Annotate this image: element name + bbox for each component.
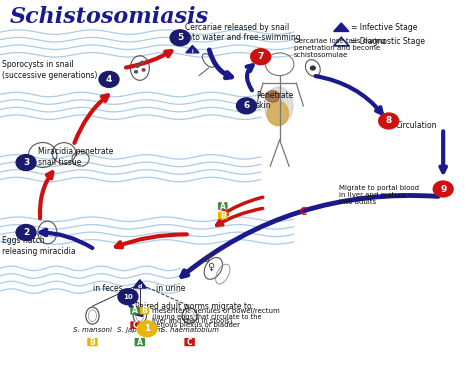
Circle shape xyxy=(16,155,36,170)
Ellipse shape xyxy=(267,101,288,126)
Text: Paired adult worms migrate to:: Paired adult worms migrate to: xyxy=(135,302,254,311)
Text: 7: 7 xyxy=(257,52,264,61)
Text: = Diagnostic Stage: = Diagnostic Stage xyxy=(351,37,425,46)
Circle shape xyxy=(379,113,399,129)
Circle shape xyxy=(118,289,138,305)
Text: A: A xyxy=(132,306,138,315)
Text: 8: 8 xyxy=(385,116,392,125)
Circle shape xyxy=(99,71,119,87)
Text: d: d xyxy=(137,284,142,289)
Text: Migrate to portal blood
in liver and mature
into adults: Migrate to portal blood in liver and mat… xyxy=(339,185,419,205)
Text: 4: 4 xyxy=(106,75,112,84)
Text: ♂: ♂ xyxy=(202,254,210,264)
Text: 9: 9 xyxy=(440,184,447,194)
Circle shape xyxy=(16,225,36,240)
Text: = Infective Stage: = Infective Stage xyxy=(351,23,417,32)
Text: 3: 3 xyxy=(23,158,29,167)
Text: S. japonicum: S. japonicum xyxy=(117,327,163,333)
Circle shape xyxy=(310,66,315,70)
Circle shape xyxy=(142,69,145,71)
Text: B: B xyxy=(220,211,226,220)
Circle shape xyxy=(135,71,137,73)
FancyBboxPatch shape xyxy=(130,321,140,329)
Text: C: C xyxy=(187,338,192,347)
Text: venous plexus of bladder: venous plexus of bladder xyxy=(152,322,240,328)
Text: ♀: ♀ xyxy=(207,262,215,271)
Text: in feces: in feces xyxy=(93,284,123,293)
Polygon shape xyxy=(334,23,349,31)
Circle shape xyxy=(137,321,157,337)
Text: 1: 1 xyxy=(144,324,150,333)
Circle shape xyxy=(237,98,256,114)
Text: 10: 10 xyxy=(123,294,133,300)
Text: Miracidia penetrate
snail tissue: Miracidia penetrate snail tissue xyxy=(38,147,113,167)
Polygon shape xyxy=(133,280,146,288)
Text: Sporocysts in snail
(successive generations): Sporocysts in snail (successive generati… xyxy=(2,60,98,80)
Text: B: B xyxy=(142,306,147,315)
FancyBboxPatch shape xyxy=(140,307,149,314)
Text: (laying eggs that circulate to the: (laying eggs that circulate to the xyxy=(152,313,261,320)
Circle shape xyxy=(251,49,271,65)
Text: C: C xyxy=(132,321,138,330)
FancyBboxPatch shape xyxy=(130,307,140,314)
Text: mesenteric venules of bowel/rectum: mesenteric venules of bowel/rectum xyxy=(152,308,280,314)
Text: A: A xyxy=(137,338,143,347)
Text: 2: 2 xyxy=(23,228,29,237)
Text: S. mansoni: S. mansoni xyxy=(73,327,112,333)
FancyBboxPatch shape xyxy=(184,338,195,346)
Text: i: i xyxy=(191,49,193,54)
Text: Penetrate
skin: Penetrate skin xyxy=(256,91,293,110)
Text: B: B xyxy=(90,338,95,347)
Text: Eggs hatch
releasing miracidia: Eggs hatch releasing miracidia xyxy=(2,236,76,256)
Ellipse shape xyxy=(265,91,280,102)
Text: in urine: in urine xyxy=(156,284,185,293)
Circle shape xyxy=(136,65,139,67)
Text: S. haematobium: S. haematobium xyxy=(161,327,219,333)
Circle shape xyxy=(433,181,453,197)
FancyBboxPatch shape xyxy=(218,212,228,219)
FancyBboxPatch shape xyxy=(87,338,98,346)
Polygon shape xyxy=(186,45,199,53)
Text: Cercariae released by snail
into water and free-swimming: Cercariae released by snail into water a… xyxy=(185,23,301,42)
Ellipse shape xyxy=(264,87,293,125)
Text: liver and shed in stools): liver and shed in stools) xyxy=(152,318,232,324)
Text: Circulation: Circulation xyxy=(396,121,438,130)
Circle shape xyxy=(141,61,144,64)
Text: Schistosomiasis: Schistosomiasis xyxy=(9,6,209,28)
Circle shape xyxy=(170,30,190,46)
Text: A: A xyxy=(220,201,226,211)
Text: C: C xyxy=(300,207,307,217)
Text: 5: 5 xyxy=(177,33,183,42)
Text: Cercariae lose tails during
penetration and become
schistosomulae: Cercariae lose tails during penetration … xyxy=(294,38,385,58)
FancyBboxPatch shape xyxy=(218,202,228,210)
FancyBboxPatch shape xyxy=(135,338,145,346)
Text: 6: 6 xyxy=(243,101,250,110)
